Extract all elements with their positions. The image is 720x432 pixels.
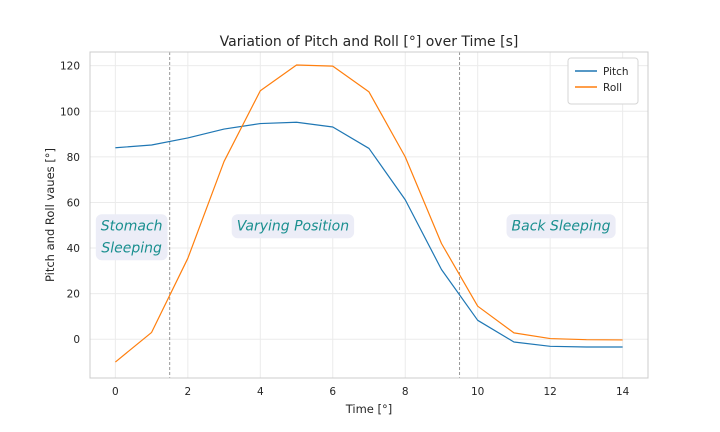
y-tick-label: 80 (67, 152, 80, 164)
legend-label-roll: Roll (603, 82, 622, 94)
annotation-text: Stomach (101, 218, 163, 234)
y-tick-label: 120 (60, 61, 80, 73)
y-tick-label: 40 (67, 243, 80, 255)
x-axis-label: Time [°] (345, 402, 393, 416)
region-dividers (169, 52, 461, 378)
annotation: Stomach Sleeping (95, 214, 168, 261)
series-lines (114, 64, 623, 363)
annotation-box (231, 214, 355, 239)
chart-title: Variation of Pitch and Roll [°] over Tim… (220, 34, 519, 50)
y-tick-label: 60 (67, 197, 80, 209)
annotation-text: Back Sleeping (512, 218, 611, 234)
legend-box (567, 57, 639, 105)
legend-label-pitch: Pitch (603, 66, 629, 78)
annotation: Varying Position (231, 214, 355, 239)
x-tick-label: 4 (257, 386, 264, 398)
x-tick-label: 0 (112, 386, 119, 398)
y-tick-label: 0 (73, 334, 80, 346)
annotation-box (506, 214, 616, 239)
annotation-box (95, 214, 168, 261)
x-tick-label: 2 (184, 386, 191, 398)
plot-frame (89, 51, 649, 379)
series-line-roll (114, 64, 623, 363)
x-tick-label: 12 (543, 386, 556, 398)
y-axis-label: Pitch and Roll vaues [°] (43, 148, 57, 282)
x-tick-label: 6 (329, 386, 336, 398)
y-tick-label: 100 (60, 106, 80, 118)
annotation-text: Sleeping (101, 240, 162, 256)
region-annotations: Stomach Sleeping Varying Position Back Slee… (95, 214, 616, 261)
x-tick-label: 8 (402, 386, 409, 398)
x-tick-label: 10 (471, 386, 484, 398)
x-tick-label: 14 (616, 386, 630, 398)
series-line-pitch (115, 121, 623, 348)
grid (90, 52, 648, 378)
y-tick-label: 20 (67, 289, 80, 301)
annotation-text: Varying Position (237, 218, 349, 234)
tick-labels: 0 2 4 6 8 10 12 14 0 20 40 60 80 100 120 (60, 61, 630, 398)
legend: Pitch Roll (567, 57, 639, 105)
annotation: Back Sleeping (506, 214, 616, 239)
